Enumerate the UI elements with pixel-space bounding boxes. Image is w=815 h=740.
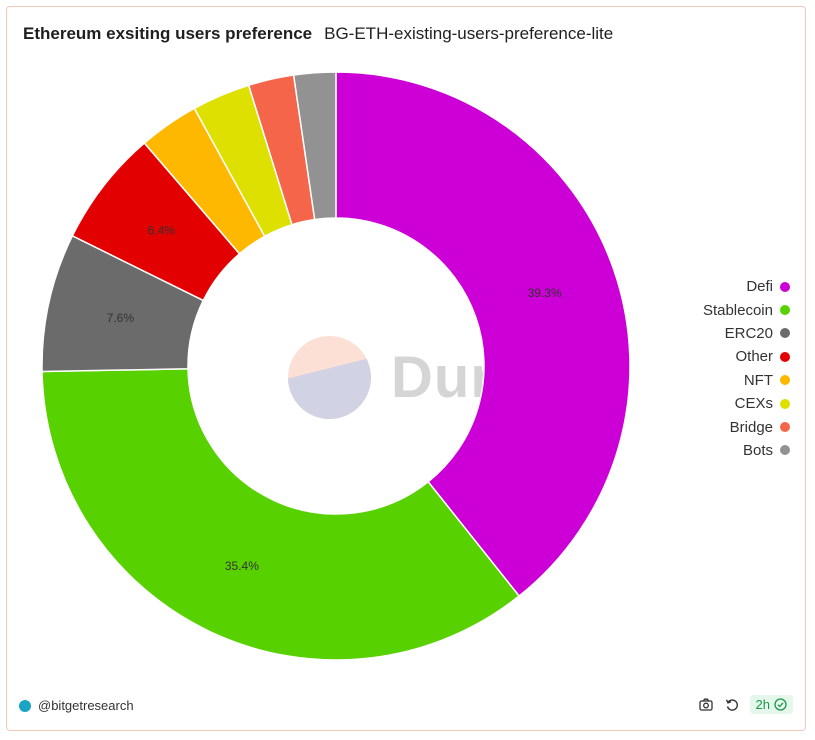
legend-item-erc20[interactable]: ERC20 (640, 322, 790, 345)
legend-item-cexs[interactable]: CEXs (640, 392, 790, 415)
legend-label: NFT (743, 371, 773, 389)
legend-swatch (780, 351, 790, 362)
legend-swatch (780, 328, 790, 339)
bitget-logo-icon (19, 699, 31, 712)
legend-swatch (780, 445, 790, 456)
slice-bots[interactable] (292, 71, 337, 221)
footer-actions: 2h (698, 695, 793, 714)
legend-item-bridge[interactable]: Bridge (640, 415, 790, 438)
dune-logo (288, 336, 371, 419)
legend-item-defi[interactable]: Defi (640, 275, 790, 298)
legend-item-bots[interactable]: Bots (640, 439, 790, 462)
check-circle-icon (774, 698, 787, 711)
legend-label: CEXs (734, 395, 773, 413)
slice-label-erc20: 7.6% (107, 311, 135, 325)
badge-text: 2h (755, 697, 770, 712)
chart-subtitle: BG-ETH-existing-users-preference-lite (324, 24, 614, 43)
slice-label-defi: 39.3% (528, 286, 562, 300)
slice-label-stablecoin: 35.4% (225, 559, 259, 573)
legend-swatch (780, 422, 790, 433)
legend-swatch (780, 305, 790, 316)
legend-swatch (780, 398, 790, 409)
chart-legend: Defi Stablecoin ERC20 Other NFT CEXs Bridge Bot… (640, 275, 790, 462)
legend-item-other[interactable]: Other (640, 345, 790, 368)
legend-label: Stablecoin (702, 301, 773, 319)
legend-label: Defi (746, 278, 773, 296)
legend-label: ERC20 (724, 324, 773, 342)
legend-label: Bridge (729, 418, 773, 436)
camera-icon[interactable] (698, 697, 714, 713)
slice-defi[interactable] (335, 71, 631, 598)
legend-label: Other (735, 348, 773, 366)
legend-swatch (780, 281, 790, 292)
legend-swatch (780, 375, 790, 386)
slice-stablecoin[interactable] (41, 368, 521, 661)
author-handle: @bitgetresearch (38, 698, 134, 713)
slice-label-other: 6.4% (148, 224, 176, 238)
legend-label: Bots (742, 441, 773, 459)
legend-item-stablecoin[interactable]: Stablecoin (640, 298, 790, 321)
chart-header: Ethereum exsiting users preference BG-ET… (23, 24, 613, 44)
refresh-status-badge[interactable]: 2h (749, 695, 793, 714)
refresh-icon[interactable] (724, 697, 740, 713)
chart-title: Ethereum exsiting users preference (23, 24, 313, 43)
legend-item-nft[interactable]: NFT (640, 369, 790, 392)
footer-author: @bitgetresearch (19, 698, 134, 713)
